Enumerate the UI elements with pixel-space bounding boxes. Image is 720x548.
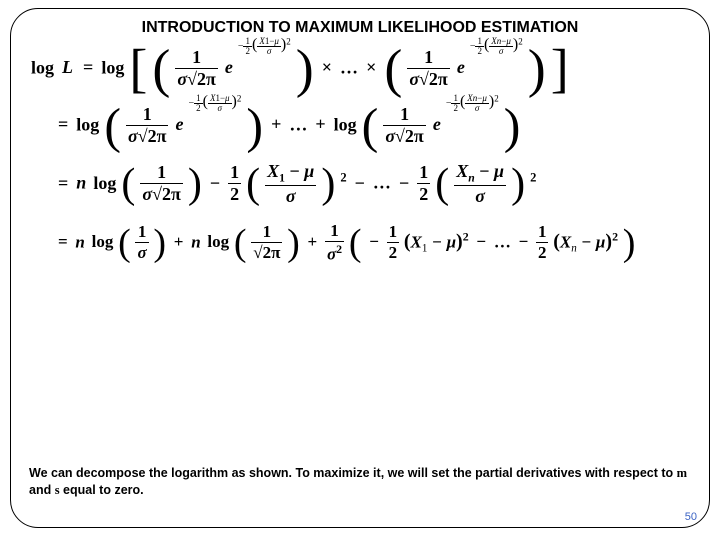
times-op: ×	[363, 57, 379, 77]
minus-op: −	[366, 232, 382, 251]
caption-text-3: equal to zero.	[60, 483, 144, 497]
lparen: (	[349, 221, 362, 263]
rparen: )	[504, 98, 521, 154]
rparen: )	[246, 98, 263, 154]
coef-frac: 1 σ√2π	[140, 162, 182, 205]
equation-line-3: = n log ( 1 σ√2π ) − 1 2 ( X1 − μ σ ) 2 …	[55, 161, 695, 207]
coef-frac: 1 σ√2π	[175, 47, 217, 90]
equation-line-1: log L = log [ ( 1 σ√2π e −12(X1−μσ)2 ) ×…	[31, 47, 695, 90]
eq-sign: =	[55, 173, 71, 193]
lparen: (	[118, 221, 131, 263]
half-frac: 1 2	[228, 162, 241, 205]
lparen: (	[234, 221, 247, 263]
var-e: e	[455, 57, 465, 77]
eq-sign: =	[55, 232, 71, 251]
z-frac: X1 − μ σ	[265, 161, 316, 207]
var-e: e	[173, 114, 183, 134]
exponent-1b: −12(X1−μσ)2	[188, 94, 241, 113]
frac-den: σ√2π	[175, 68, 217, 90]
var-n: n	[191, 232, 200, 251]
minus-op: −	[473, 232, 489, 251]
exponent-nb: −12(Xn−μσ)2	[446, 94, 499, 113]
exponent-n: −12(Xn−μσ)2	[470, 37, 523, 56]
lbracket: [	[129, 39, 147, 99]
frac-1-sigma: 1 σ	[135, 222, 148, 263]
dots: …	[340, 57, 358, 77]
plus-op: +	[305, 232, 321, 251]
minus-op: −	[396, 173, 412, 193]
lparen: (	[362, 98, 379, 154]
caption-text-2: and	[29, 483, 55, 497]
plus-op: +	[171, 232, 187, 251]
half-frac: 1 2	[417, 162, 430, 205]
slide-caption: We can decompose the logarithm as shown.…	[29, 465, 691, 499]
rparen: )	[153, 221, 166, 263]
log-text: log	[91, 173, 116, 193]
var-n: n	[76, 173, 86, 193]
log-text: log	[101, 57, 124, 77]
lparen: (	[121, 161, 135, 207]
plus-op: +	[268, 114, 284, 134]
log-text: log	[334, 114, 357, 134]
slide-title: INTRODUCTION TO MAXIMUM LIKELIHOOD ESTIM…	[25, 19, 695, 37]
page-number: 50	[685, 511, 697, 523]
times-op: ×	[319, 57, 335, 77]
minus-op: −	[352, 173, 368, 193]
coef-frac: 1 σ√2π	[407, 47, 449, 90]
frac-num: 1	[175, 47, 217, 68]
equations-block: log L = log [ ( 1 σ√2π e −12(X1−μσ)2 ) ×…	[31, 47, 695, 264]
coef-frac: 1 σ√2π	[383, 104, 425, 147]
z-frac: Xn − μ σ	[454, 161, 506, 207]
rbracket: ]	[551, 39, 569, 99]
rparen: )	[296, 39, 314, 99]
var-L: L	[59, 57, 75, 77]
log-text: log	[76, 114, 99, 134]
coef-frac: 1 σ√2π	[126, 104, 168, 147]
rparen: )	[287, 221, 300, 263]
equation-line-2: = log ( 1 σ√2π e −12(X1−μσ)2 ) + … + log…	[55, 104, 695, 147]
sq-exp: 2	[340, 171, 346, 185]
frac-1-sqrt2pi: 1 √2π	[251, 222, 282, 263]
rparen: )	[528, 39, 546, 99]
half-frac: 1 2	[536, 222, 549, 263]
lparen: (	[246, 161, 260, 207]
minus-op: −	[207, 173, 223, 193]
caption-text-1: We can decompose the logarithm as shown.…	[29, 466, 677, 480]
lparen: (	[435, 161, 449, 207]
caption-mu: m	[677, 466, 687, 480]
equation-line-4: = n log ( 1 σ ) + n log ( 1 √2π ) + 1 σ2…	[55, 221, 695, 265]
half-frac: 1 2	[387, 222, 400, 263]
dots: …	[289, 114, 307, 134]
rparen: )	[623, 221, 636, 263]
lparen: (	[152, 39, 170, 99]
minus-op: −	[516, 232, 532, 251]
log-text: log	[205, 232, 229, 251]
rparen: )	[321, 161, 335, 207]
lparen: (	[384, 39, 402, 99]
exponent-1: −12(X1−μσ)2	[238, 37, 291, 56]
dots: …	[373, 173, 391, 193]
var-n: n	[75, 232, 84, 251]
plus-op: +	[312, 114, 328, 134]
log-text: log	[90, 232, 114, 251]
dots: …	[494, 232, 511, 251]
var-e: e	[223, 57, 233, 77]
eq-sign: =	[80, 57, 96, 77]
rparen: )	[188, 161, 202, 207]
eq-sign: =	[55, 114, 71, 134]
sq-exp: 2	[530, 171, 536, 185]
lparen: (	[104, 98, 121, 154]
slide-frame: INTRODUCTION TO MAXIMUM LIKELIHOOD ESTIM…	[10, 8, 710, 528]
frac-1-sigma2: 1 σ2	[325, 221, 344, 265]
var-e: e	[431, 114, 441, 134]
rparen: )	[511, 161, 525, 207]
log-text: log	[31, 57, 54, 77]
